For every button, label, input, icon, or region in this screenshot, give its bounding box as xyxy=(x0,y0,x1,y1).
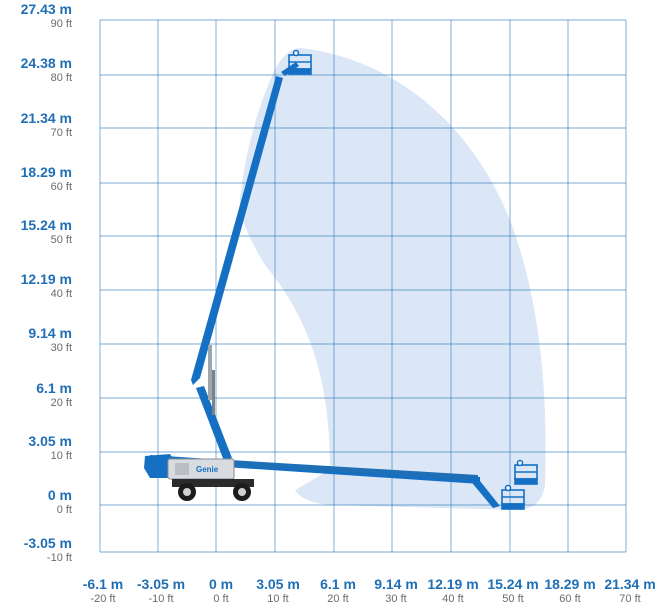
x-tick-label-meters: -6.1 m xyxy=(82,576,124,592)
x-tick-label-feet: 30 ft xyxy=(385,593,407,605)
y-tick-label-meters: 6.1 m xyxy=(36,380,72,396)
platform-top xyxy=(288,49,312,75)
x-tick-label-meters: 21.34 m xyxy=(604,576,656,592)
reach-envelope-area xyxy=(239,48,546,510)
x-tick-label-meters: 3.05 m xyxy=(256,576,300,592)
y-tick-label-feet: -10 ft xyxy=(46,552,72,564)
boom-horizontal-upper xyxy=(230,460,478,480)
genie-logo-text: Genie xyxy=(196,465,219,474)
y-tick-label-meters: -3.05 m xyxy=(23,535,72,551)
y-tick-label-meters: 0 m xyxy=(47,487,72,503)
cylinder-2 xyxy=(212,370,215,415)
x-tick-label-meters: 12.19 m xyxy=(427,576,479,592)
y-tick-label-meters: 18.29 m xyxy=(20,164,72,180)
x-tick-label-feet: 50 ft xyxy=(502,593,524,605)
x-tick-label-feet: 0 ft xyxy=(213,593,229,605)
y-tick-label-meters: 3.05 m xyxy=(28,433,72,449)
x-tick-label-feet: 70 ft xyxy=(619,593,641,605)
y-tick-label-feet: 50 ft xyxy=(50,234,72,246)
x-tick-label-meters: 0 m xyxy=(208,576,234,592)
x-tick-label-meters: -3.05 m xyxy=(136,576,186,592)
y-tick-label-meters: 21.34 m xyxy=(20,110,72,126)
cylinder xyxy=(208,345,212,400)
y-tick-label-meters: 24.38 m xyxy=(20,55,72,71)
y-tick-label-feet: 20 ft xyxy=(50,397,72,409)
y-tick-label-feet: 10 ft xyxy=(50,450,72,462)
y-tick-label-meters: 12.19 m xyxy=(20,271,72,287)
platform-horizontal-lower xyxy=(501,484,525,510)
boom-lift: Genie xyxy=(144,49,538,510)
x-tick-label-feet: -20 ft xyxy=(90,593,116,605)
y-tick-label-feet: 40 ft xyxy=(50,288,72,300)
grid xyxy=(99,19,627,553)
upper-boom-raised xyxy=(191,76,283,385)
x-tick-label-feet: 60 ft xyxy=(559,593,581,605)
working-envelope xyxy=(239,48,546,510)
y-tick-label-feet: 80 ft xyxy=(50,72,72,84)
boom-dropped xyxy=(468,476,500,508)
x-tick-label-meters: 6.1 m xyxy=(320,576,356,592)
x-tick-label-meters: 15.24 m xyxy=(487,576,539,592)
x-tick-label-feet: 20 ft xyxy=(327,593,349,605)
wheel-front-hub xyxy=(238,488,246,496)
x-tick-label-meters: 18.29 m xyxy=(544,576,596,592)
y-tick-label-feet: 0 ft xyxy=(56,504,72,516)
wheel-rear-hub xyxy=(183,488,191,496)
x-tick-label-feet: -10 ft xyxy=(148,593,174,605)
platform-horizontal-upper xyxy=(514,459,538,485)
y-tick-label-feet: 70 ft xyxy=(50,127,72,139)
lower-boom-raised xyxy=(196,386,232,461)
x-tick-label-feet: 10 ft xyxy=(267,593,289,605)
y-tick-label-meters: 15.24 m xyxy=(20,217,72,233)
y-tick-label-meters: 9.14 m xyxy=(28,325,72,341)
y-tick-label-meters: 27.43 m xyxy=(20,1,72,17)
y-tick-label-feet: 30 ft xyxy=(50,342,72,354)
x-tick-label-meters: 9.14 m xyxy=(374,576,418,592)
y-tick-label-feet: 60 ft xyxy=(50,181,72,193)
chassis-base xyxy=(172,479,254,487)
y-tick-label-feet: 90 ft xyxy=(50,18,72,30)
x-tick-label-feet: 40 ft xyxy=(442,593,464,605)
turntable-panel xyxy=(175,463,189,475)
